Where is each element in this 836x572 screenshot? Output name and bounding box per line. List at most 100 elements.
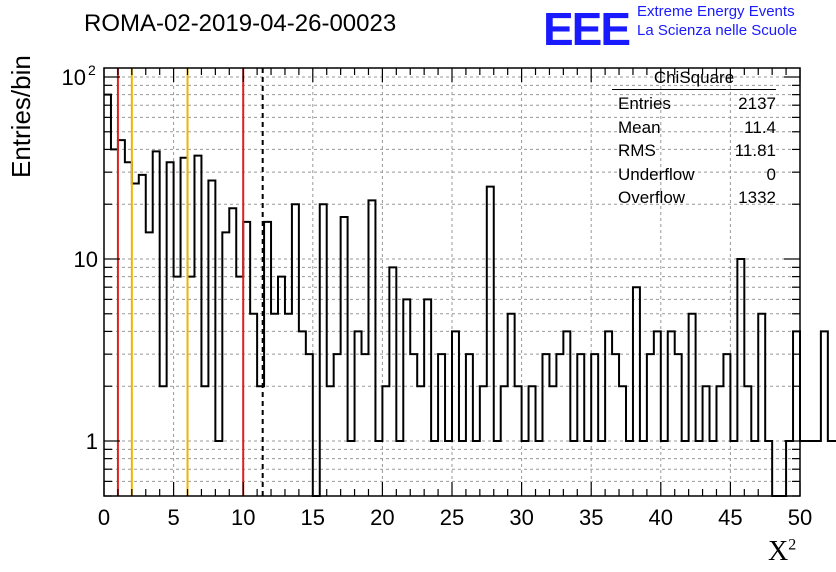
y-tick-label: 10 bbox=[74, 247, 98, 272]
stats-row: Underflow 0 bbox=[612, 163, 776, 187]
histogram-bar bbox=[111, 149, 118, 496]
histogram-bar bbox=[438, 354, 445, 496]
histogram-bar bbox=[466, 354, 473, 496]
chart-title: ROMA-02-2019-04-26-00023 bbox=[84, 10, 397, 37]
histogram-bar bbox=[563, 331, 570, 496]
x-tick-label: 30 bbox=[509, 505, 533, 530]
logo-line1: Extreme Energy Events bbox=[637, 3, 795, 20]
x-tick-label: 10 bbox=[231, 505, 255, 530]
histogram-bar bbox=[299, 331, 306, 496]
x-tick-label: 0 bbox=[98, 505, 110, 530]
logo-line2: La Scienza nelle Scuole bbox=[637, 22, 798, 39]
histogram-bar bbox=[403, 299, 410, 496]
histogram-bar bbox=[320, 204, 327, 496]
histogram-bar bbox=[654, 331, 661, 496]
stats-row: RMS 11.81 bbox=[612, 139, 776, 163]
histogram-bar bbox=[452, 331, 459, 496]
histogram-bar bbox=[758, 314, 765, 496]
histogram-bar bbox=[410, 354, 417, 496]
histogram-bar bbox=[821, 331, 828, 496]
histogram-bar bbox=[285, 314, 292, 496]
stats-row: Overflow 1332 bbox=[612, 186, 776, 210]
stats-label: Mean bbox=[618, 117, 661, 137]
histogram-bar bbox=[243, 222, 250, 496]
histogram-bar bbox=[577, 354, 584, 496]
axis-ticks bbox=[103, 68, 801, 497]
stats-value: 11.81 bbox=[734, 141, 776, 160]
grid-lines bbox=[104, 68, 800, 496]
histogram-bar bbox=[250, 314, 257, 496]
histogram-bar bbox=[271, 314, 278, 496]
stats-value: 0 bbox=[766, 164, 776, 184]
x-axis-label-sup: 2 bbox=[788, 536, 797, 554]
histogram-bar bbox=[807, 441, 814, 496]
y-axis-label: Entries/bin bbox=[6, 55, 36, 178]
histogram-bar bbox=[125, 162, 132, 496]
histogram-bar bbox=[153, 151, 160, 496]
stats-row: Entries 2137 bbox=[612, 92, 776, 116]
histogram-bar bbox=[814, 441, 821, 496]
histogram-bar bbox=[362, 354, 369, 496]
x-tick-label: 45 bbox=[718, 505, 742, 530]
histogram-bar bbox=[229, 208, 236, 496]
histogram-bar bbox=[334, 354, 341, 496]
stats-value: 1332 bbox=[738, 188, 776, 207]
y-tick-label: 1 bbox=[86, 429, 98, 454]
histogram-bar bbox=[737, 259, 744, 496]
histogram-bar bbox=[793, 331, 800, 496]
histogram-bar bbox=[118, 140, 125, 496]
stats-value: 11.4 bbox=[744, 117, 776, 137]
y-tick-label-sup: 2 bbox=[88, 62, 96, 78]
x-axis-label-base: X bbox=[768, 536, 789, 567]
histogram-bar bbox=[668, 331, 675, 496]
histogram-bar bbox=[800, 441, 807, 496]
histogram-bar bbox=[368, 200, 375, 496]
x-tick-label: 40 bbox=[649, 505, 673, 530]
histogram-bar bbox=[264, 222, 271, 496]
histogram-bar bbox=[146, 232, 153, 496]
histogram-bar bbox=[723, 354, 730, 496]
histogram-bar bbox=[675, 354, 682, 496]
stats-value: 2137 bbox=[738, 94, 776, 113]
y-tick-label: 10 bbox=[62, 65, 86, 90]
x-tick-label: 25 bbox=[440, 505, 464, 530]
histogram-bar bbox=[355, 331, 362, 496]
histogram-bar bbox=[508, 314, 515, 496]
stats-row: Mean 11.4 bbox=[612, 116, 776, 140]
histogram-bar bbox=[104, 95, 111, 496]
histogram-bar bbox=[167, 162, 174, 496]
stats-name: ChiSquare bbox=[612, 68, 776, 90]
histogram-bar bbox=[292, 204, 299, 496]
x-tick-label: 50 bbox=[788, 505, 812, 530]
histogram-bar bbox=[556, 354, 563, 496]
histogram-bar bbox=[139, 175, 146, 496]
stats-box: ChiSquare Entries 2137 Mean 11.4 RMS 11.81 … bbox=[612, 68, 776, 210]
histogram-bar bbox=[222, 232, 229, 496]
x-axis-label: X2 bbox=[768, 536, 796, 568]
histogram-bars bbox=[104, 93, 836, 497]
stats-label: Entries bbox=[618, 94, 671, 113]
histogram-bar bbox=[633, 287, 640, 496]
histogram-bar bbox=[828, 441, 835, 496]
histogram-bar bbox=[208, 180, 215, 496]
histogram-bar bbox=[424, 299, 431, 496]
histogram-outline bbox=[104, 93, 836, 497]
histogram-bar bbox=[612, 354, 619, 496]
eee-logo: EEE bbox=[543, 3, 631, 55]
stats-label: Overflow bbox=[618, 188, 686, 207]
histogram-bar bbox=[194, 156, 201, 496]
reference-lines bbox=[116, 68, 264, 496]
histogram-bar bbox=[306, 354, 313, 496]
x-tick-label: 35 bbox=[579, 505, 603, 530]
histogram-bar bbox=[689, 314, 696, 496]
histogram-bar bbox=[181, 158, 188, 496]
histogram-bar bbox=[389, 267, 396, 496]
histogram-bar bbox=[591, 354, 598, 496]
histogram-bar bbox=[647, 354, 654, 496]
histogram-bar bbox=[605, 331, 612, 496]
histogram-bar bbox=[542, 354, 549, 496]
x-tick-label: 20 bbox=[370, 505, 394, 530]
x-tick-label: 15 bbox=[301, 505, 325, 530]
